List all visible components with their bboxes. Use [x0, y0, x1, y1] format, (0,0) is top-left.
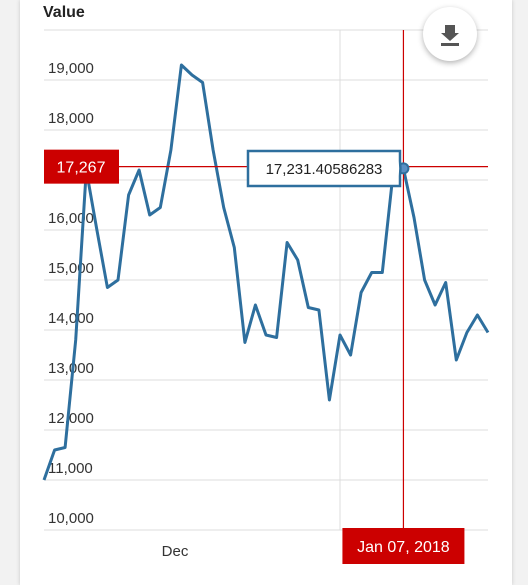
crosshair-x-label-box	[342, 528, 465, 564]
grid-lines	[44, 29, 488, 531]
crosshair: 17,267 Jan 07, 2018 17,231.40586283	[44, 30, 488, 564]
y-tick-label: 13,000	[48, 360, 94, 377]
y-tick-label: 10,000	[48, 510, 94, 527]
crosshair-x-label: Jan 07, 2018	[357, 539, 450, 556]
tooltip-box	[246, 149, 402, 188]
x-axis-ticks: Dec	[162, 543, 189, 560]
y-tick-label: 16,000	[48, 210, 94, 227]
series-polyline[interactable]	[42, 63, 490, 481]
y-axis-title: Value	[43, 4, 85, 21]
x-tick-label: Dec	[162, 543, 189, 560]
download-button[interactable]	[423, 7, 477, 61]
y-tick-label: 18,000	[48, 110, 94, 127]
download-icon	[441, 25, 459, 46]
y-tick-label: 12,000	[48, 410, 94, 427]
y-tick-label: 11,000	[48, 460, 93, 477]
series-line	[42, 63, 490, 481]
y-tick-label: 15,000	[48, 260, 94, 277]
tooltip-value: 17,231.40586283	[266, 161, 383, 178]
crosshair-y-label-box	[44, 149, 119, 184]
y-tick-label: 14,000	[48, 310, 94, 327]
crosshair-y-label: 17,267	[57, 160, 106, 177]
y-tick-label: 19,000	[48, 60, 94, 77]
